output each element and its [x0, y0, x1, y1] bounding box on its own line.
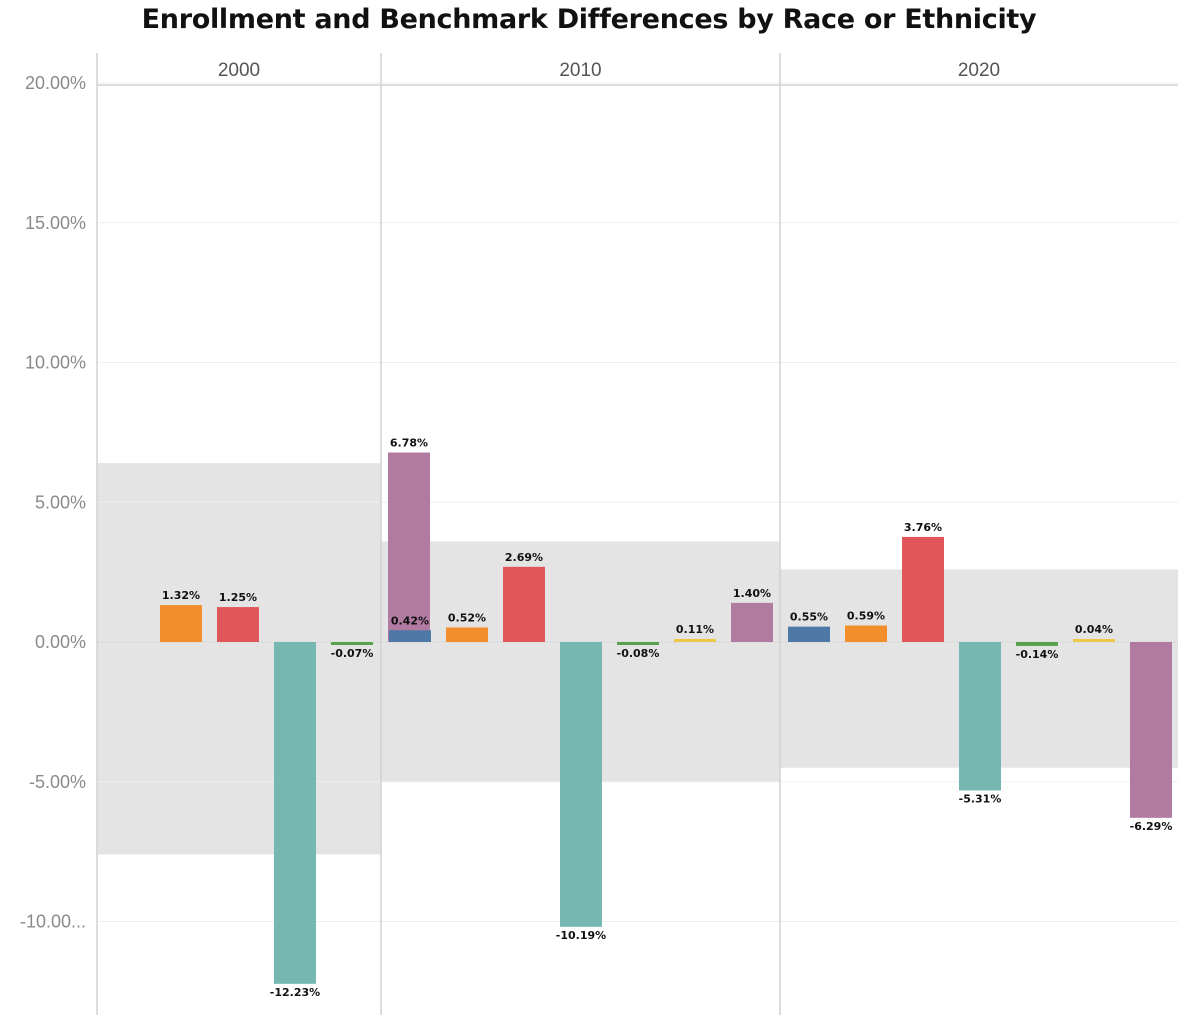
bar-2010-6[interactable]	[731, 602, 773, 642]
y-tick-label: 20.00%	[25, 73, 86, 93]
y-tick-label: 0.00%	[35, 632, 86, 652]
chart-title: Enrollment and Benchmark Differences by …	[141, 4, 1037, 35]
data-label: -5.31%	[959, 792, 1002, 805]
data-label: 1.25%	[219, 591, 257, 604]
bar-2000-2[interactable]	[217, 607, 259, 642]
bar-2020-4[interactable]	[1016, 642, 1058, 646]
panel-header-2000: 2000	[218, 60, 260, 81]
y-tick-label: -10.00...	[20, 912, 86, 932]
panel-header-2020: 2020	[958, 60, 1000, 81]
bar-2020-1[interactable]	[845, 625, 887, 642]
data-label: 1.32%	[162, 589, 200, 602]
bar-2010-2[interactable]	[503, 566, 545, 642]
data-label: 0.11%	[676, 623, 714, 636]
data-label: 6.78%	[390, 436, 428, 449]
bar-2010-4[interactable]	[617, 642, 659, 645]
data-label: -6.29%	[1130, 820, 1173, 833]
bar-2020-3[interactable]	[959, 642, 1001, 791]
bar-2020-6[interactable]	[1130, 642, 1172, 818]
y-tick-label: -5.00%	[29, 772, 86, 792]
bar-2000-1[interactable]	[160, 605, 202, 642]
y-tick-label: 10.00%	[25, 353, 86, 373]
panel-header-2010: 2010	[559, 60, 601, 81]
data-label: -0.14%	[1016, 648, 1059, 661]
data-label: 0.55%	[790, 611, 828, 624]
bar-2020-0[interactable]	[788, 626, 830, 642]
data-label: 1.40%	[733, 587, 771, 600]
data-label: 0.52%	[448, 611, 486, 624]
data-label: 2.69%	[505, 551, 543, 564]
y-tick-label: 15.00%	[25, 213, 86, 233]
bar-2000-5[interactable]	[388, 452, 430, 642]
data-label: 0.59%	[847, 610, 885, 623]
bar-2010-5[interactable]	[674, 638, 716, 642]
bar-2010-3[interactable]	[560, 642, 602, 927]
data-label: 3.76%	[904, 521, 942, 534]
bar-2000-3[interactable]	[274, 642, 316, 984]
bar-2020-2[interactable]	[902, 536, 944, 642]
data-label: -0.08%	[617, 647, 660, 660]
data-label: 0.04%	[1075, 623, 1113, 636]
reference-band-2000	[97, 463, 381, 855]
bar-2010-1[interactable]	[446, 627, 488, 642]
bar-2010-0[interactable]	[389, 630, 431, 642]
data-label: -10.19%	[556, 929, 606, 942]
data-label: 0.42%	[391, 614, 429, 627]
y-tick-label: 5.00%	[35, 492, 86, 512]
bar-2020-5[interactable]	[1073, 639, 1115, 642]
bar-2000-4[interactable]	[331, 642, 373, 645]
data-label: -12.23%	[270, 986, 320, 999]
data-label: -0.07%	[331, 647, 374, 660]
